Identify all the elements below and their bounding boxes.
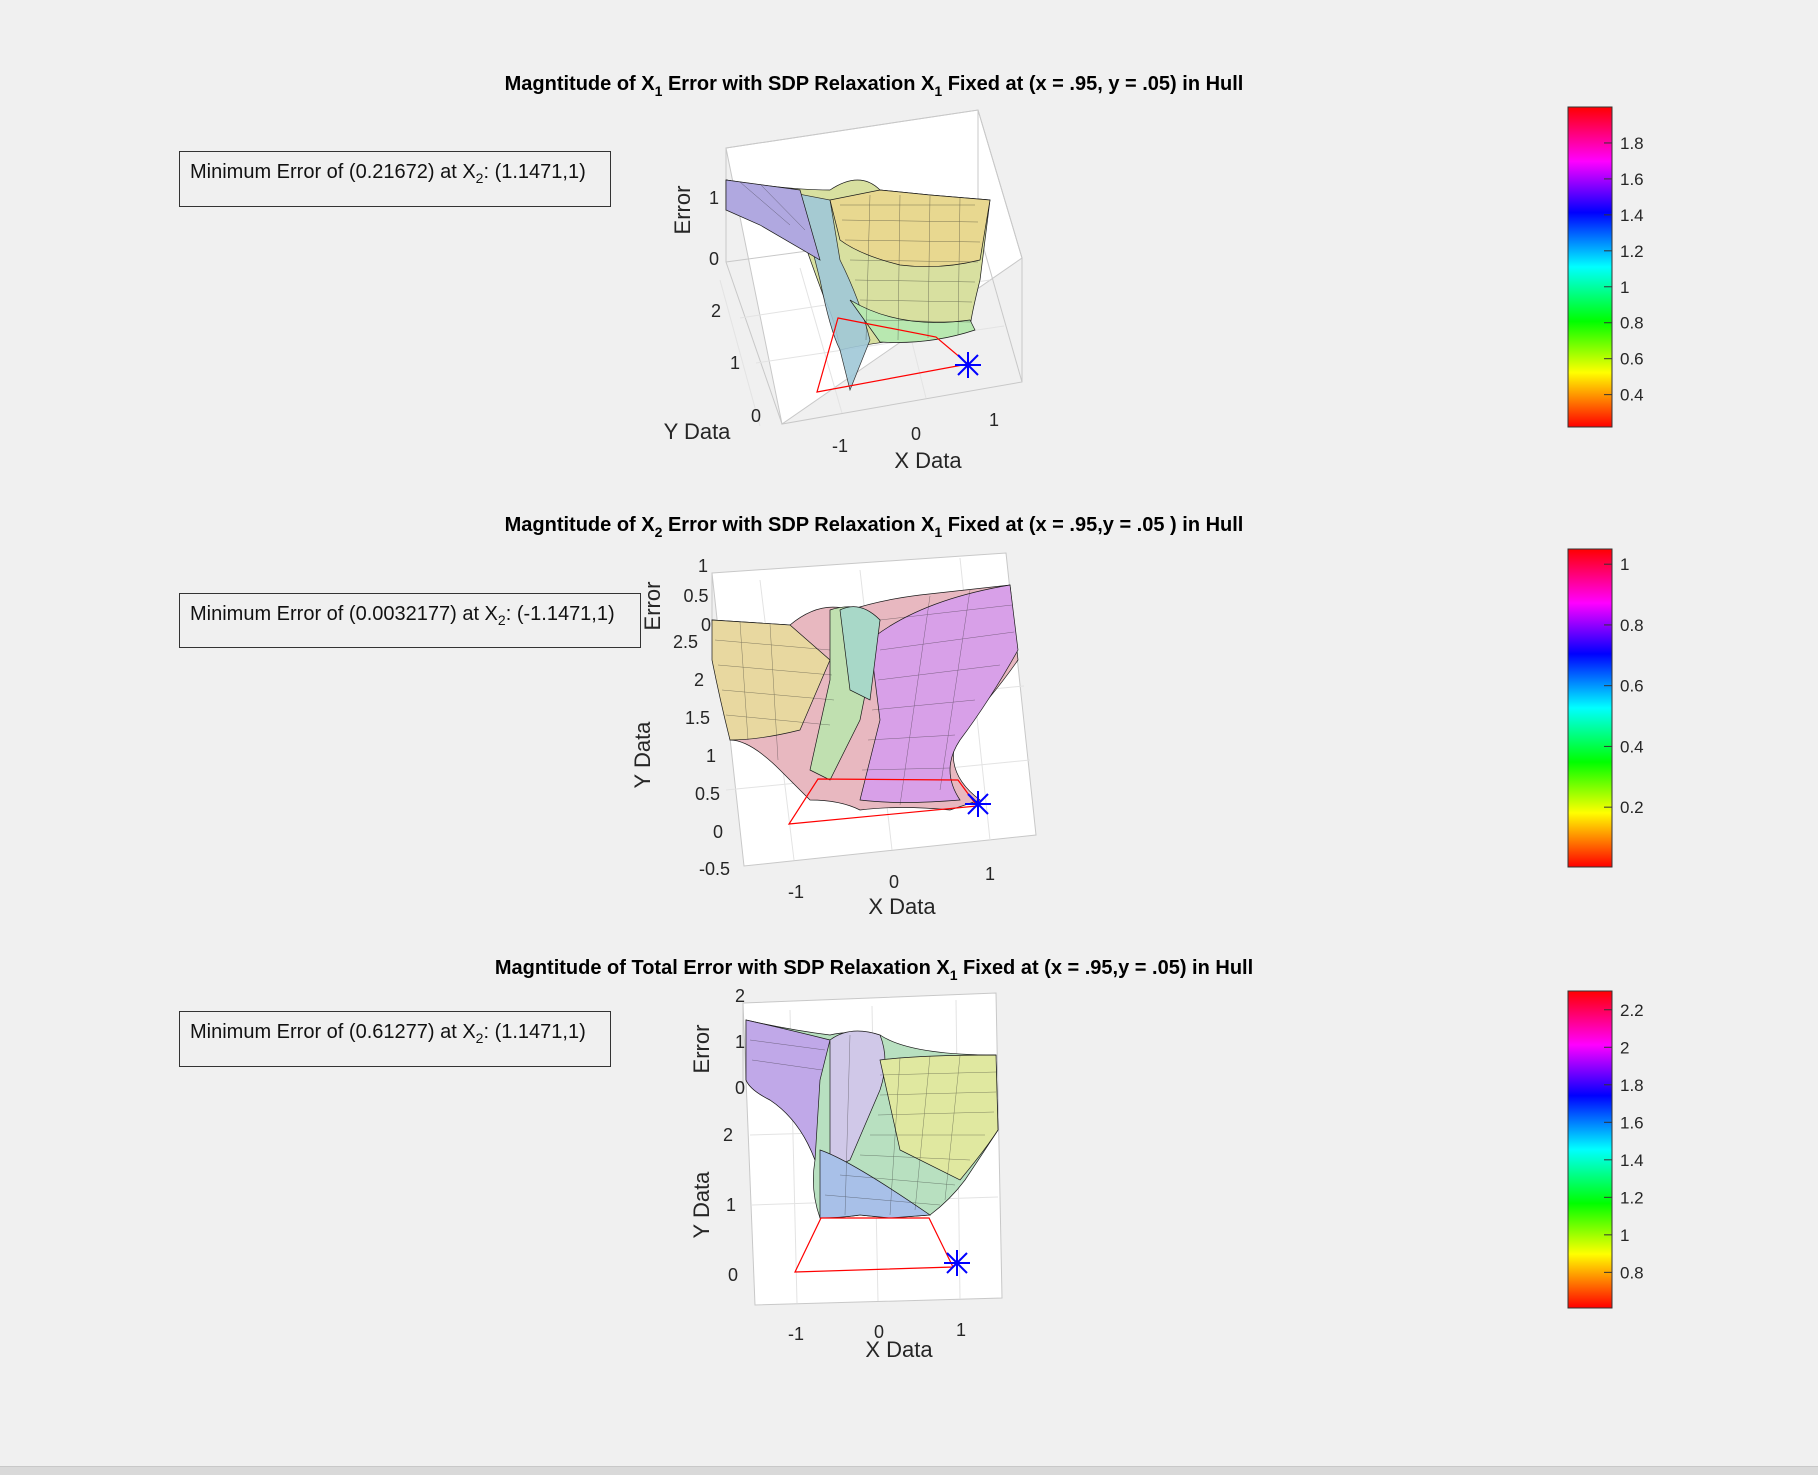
panel-3-ztick: 0	[735, 1078, 745, 1098]
panel-2-annotation[interactable]: Minimum Error of (0.0032177) at X2: (-1.…	[179, 593, 641, 648]
panel-1-ytick: 1	[730, 353, 740, 373]
panel-1-xtick: 1	[989, 410, 999, 430]
colorbar-tick-label: 1	[1620, 278, 1629, 297]
panel-3: Magntitude of Total Error with SDP Relax…	[495, 957, 1644, 1362]
panel-2-xlabel: X Data	[868, 894, 936, 919]
panel-3-ylabel: Y Data	[689, 1171, 714, 1239]
colorbar-tick-label: 1.2	[1620, 1188, 1644, 1207]
colorbar-tick-label: 0.4	[1620, 386, 1644, 405]
panel-2-xtick: -1	[788, 882, 804, 902]
panel-2-xtick: 0	[889, 872, 899, 892]
colorbar-tick-label: 0.8	[1620, 1263, 1644, 1282]
panel-2-ztick: 1	[698, 556, 708, 576]
panel-2-ticks: -1 0 1 -0.5 0 0.5 1 1.5 2 2.5 0 0.5 1 X …	[630, 556, 995, 919]
panel-2-ytick: 2.5	[673, 632, 698, 652]
colorbar-tick-label: 1.2	[1620, 242, 1644, 261]
panel-3-ztick: 2	[735, 986, 745, 1006]
panel-1-ylabel: Y Data	[664, 419, 732, 444]
panel-2-ylabel: Y Data	[630, 721, 655, 789]
colorbar-tick-label: 0.6	[1620, 350, 1644, 369]
panel-3-surface	[745, 1019, 999, 1219]
panel-2-xtick: 1	[985, 864, 995, 884]
panel-3-ytick: 0	[728, 1265, 738, 1285]
window-bottom-edge	[0, 1466, 1818, 1475]
panel-2-ytick: 0.5	[695, 784, 720, 804]
panel-1-title: Magntitude of X1 Error with SDP Relaxati…	[505, 73, 1244, 99]
panel-1-colorbar-gradient	[1567, 106, 1613, 428]
panel-3-colorbar-ticks: 2.2 2 1.8 1.6 1.4 1.2 1 0.8	[1604, 1001, 1644, 1282]
colorbar-tick-label: 1.4	[1620, 206, 1644, 225]
panel-3-ticks: -1 0 1 0 1 2 0 1 2 X Data Y Data Error	[689, 986, 966, 1362]
panel-1-fixed-marker	[955, 352, 981, 378]
panel-3-hull	[794, 1217, 954, 1273]
panel-2-ytick: 1	[706, 746, 716, 766]
colorbar-tick-label: 1.8	[1620, 1076, 1644, 1095]
panel-1-colorbar: 1.8 1.6 1.4 1.2 1 0.8 0.6 0.4	[1567, 106, 1644, 428]
panel-3-title: Magntitude of Total Error with SDP Relax…	[495, 957, 1253, 983]
colorbar-tick-label: 2	[1620, 1038, 1629, 1057]
panel-1-surface	[725, 179, 991, 392]
panel-1-xlabel: X Data	[894, 448, 962, 473]
colorbar-tick-label: 1	[1620, 1226, 1629, 1245]
panel-3-fixed-marker	[944, 1250, 970, 1276]
panel-2-ytick: 1.5	[685, 708, 710, 728]
panel-2-fixed-marker	[965, 791, 991, 817]
colorbar-tick-label: 1.6	[1620, 170, 1644, 189]
panel-1-annotation[interactable]: Minimum Error of (0.21672) at X2: (1.147…	[179, 151, 611, 207]
panel-1-colorbar-ticks: 1.8 1.6 1.4 1.2 1 0.8 0.6 0.4	[1604, 134, 1644, 405]
panel-2-ytick: 0	[713, 822, 723, 842]
panel-3-xtick: 0	[874, 1322, 884, 1342]
colorbar-tick-label: 0.8	[1620, 616, 1644, 635]
panel-3-zlabel: Error	[689, 1025, 714, 1074]
panel-2-hull	[787, 778, 979, 825]
panel-3-mesh	[749, 1034, 997, 1216]
panel-2-ztick: 0.5	[683, 586, 708, 606]
panel-2-colorbar-gradient	[1567, 548, 1613, 868]
colorbar-tick-label: 0.8	[1620, 314, 1644, 333]
panel-2-zlabel: Error	[640, 582, 665, 631]
panel-1-ytick: 0	[751, 406, 761, 426]
colorbar-tick-label: 1.4	[1620, 1151, 1644, 1170]
panel-1-xtick: -1	[832, 436, 848, 456]
panel-1-ticks: -1 0 1 0 1 2 0 1 X Data Y Data Error	[664, 186, 999, 473]
panel-1-xtick: 0	[911, 424, 921, 444]
panel-1-zlabel: Error	[670, 186, 695, 235]
panel-2-ztick: 0	[701, 615, 711, 635]
colorbar-tick-label: 0.2	[1620, 798, 1644, 817]
colorbar-tick-label: 0.4	[1620, 737, 1644, 756]
panel-1-ztick: 1	[709, 188, 719, 208]
panel-1-mesh	[739, 181, 981, 341]
panel-3-ztick: 1	[735, 1032, 745, 1052]
panel-1-hull	[816, 317, 970, 393]
panel-3-colorbar: 2.2 2 1.8 1.6 1.4 1.2 1 0.8	[1567, 990, 1644, 1309]
panel-2: Magntitude of X2 Error with SDP Relaxati…	[505, 514, 1644, 919]
colorbar-tick-label: 2.2	[1620, 1001, 1644, 1020]
colorbar-tick-label: 0.6	[1620, 677, 1644, 696]
panel-1: Magntitude of X1 Error with SDP Relaxati…	[505, 73, 1644, 473]
colorbar-tick-label: 1	[1620, 555, 1629, 574]
panel-2-title: Magntitude of X2 Error with SDP Relaxati…	[505, 514, 1244, 540]
panel-3-xlabel: X Data	[865, 1337, 933, 1362]
panel-2-colorbar: 1 0.8 0.6 0.4 0.2	[1567, 548, 1644, 868]
panel-1-ytick: 2	[711, 301, 721, 321]
panel-2-ytick: -0.5	[699, 859, 730, 879]
panel-2-colorbar-ticks: 1 0.8 0.6 0.4 0.2	[1604, 555, 1644, 817]
panel-3-xtick: 1	[956, 1320, 966, 1340]
panel-3-ytick: 2	[723, 1125, 733, 1145]
panel-2-ytick: 2	[694, 670, 704, 690]
panel-3-colorbar-gradient	[1567, 990, 1613, 1309]
panel-3-annotation[interactable]: Minimum Error of (0.61277) at X2: (1.147…	[179, 1011, 611, 1067]
panel-3-ytick: 1	[726, 1195, 736, 1215]
panel-1-ztick: 0	[709, 249, 719, 269]
colorbar-tick-label: 1.8	[1620, 134, 1644, 153]
panel-3-xtick: -1	[788, 1324, 804, 1344]
colorbar-tick-label: 1.6	[1620, 1113, 1644, 1132]
panel-2-surface	[711, 584, 1019, 811]
panel-2-mesh	[714, 589, 1015, 806]
